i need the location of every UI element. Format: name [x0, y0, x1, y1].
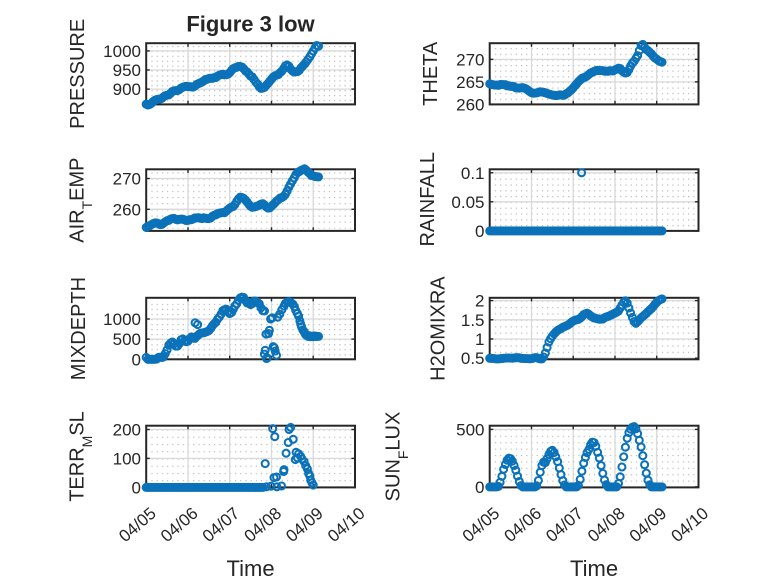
svg-text:0.1: 0.1: [461, 164, 485, 183]
svg-text:500: 500: [456, 420, 484, 439]
svg-text:270: 270: [113, 170, 141, 189]
svg-text:950: 950: [113, 61, 141, 80]
svg-text:RAINFALL: RAINFALL: [417, 152, 439, 246]
svg-text:H2OMIXRA: H2OMIXRA: [427, 276, 449, 381]
svg-text:270: 270: [456, 50, 484, 69]
svg-text:0.5: 0.5: [461, 349, 485, 368]
svg-text:Time: Time: [570, 556, 618, 581]
svg-text:1000: 1000: [103, 310, 141, 329]
svg-text:1: 1: [475, 330, 484, 349]
svg-text:AIRT​EMP: AIRT​EMP: [66, 157, 95, 242]
svg-text:Figure 3 low: Figure 3 low: [186, 12, 315, 37]
svg-text:100: 100: [113, 449, 141, 468]
svg-text:0: 0: [132, 478, 141, 497]
svg-text:Time: Time: [227, 556, 275, 581]
svg-text:260: 260: [113, 200, 141, 219]
svg-text:0: 0: [475, 478, 484, 497]
svg-text:0: 0: [132, 350, 141, 369]
svg-text:0: 0: [475, 222, 484, 241]
svg-text:1000: 1000: [103, 42, 141, 61]
svg-text:265: 265: [456, 73, 484, 92]
svg-text:SUNF​LUX: SUNF​LUX: [383, 412, 412, 502]
svg-text:MIXDEPTH: MIXDEPTH: [68, 277, 90, 380]
svg-text:260: 260: [456, 95, 484, 114]
svg-text:2: 2: [475, 292, 484, 311]
svg-text:1.5: 1.5: [461, 311, 485, 330]
svg-text:900: 900: [113, 80, 141, 99]
svg-text:200: 200: [113, 421, 141, 440]
svg-text:THETA: THETA: [420, 41, 442, 106]
svg-text:0.05: 0.05: [451, 193, 484, 212]
svg-text:500: 500: [113, 330, 141, 349]
svg-text:PRESSURE: PRESSURE: [67, 19, 89, 129]
svg-text:TERRM​SL: TERRM​SL: [67, 411, 96, 502]
